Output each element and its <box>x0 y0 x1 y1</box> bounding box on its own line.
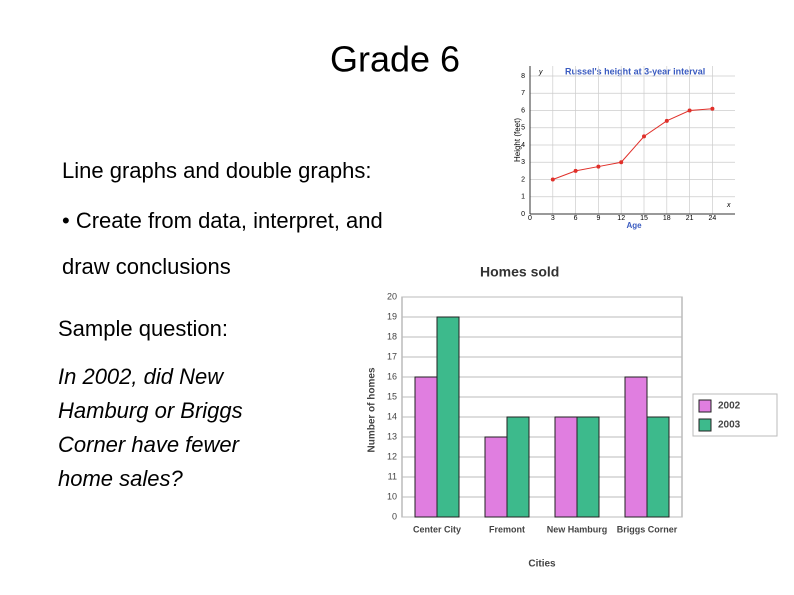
y-axis-label: Height (feet) <box>513 118 522 162</box>
y-tick-label: 12 <box>387 451 397 461</box>
y-tick-label: 20 <box>387 291 397 301</box>
legend-label: 2003 <box>718 420 741 431</box>
x-tick-label: 9 <box>596 215 600 222</box>
bar <box>576 416 600 518</box>
y-tick-label: 8 <box>521 73 525 80</box>
chart-title: Russel's height at 3-year interval <box>565 66 705 76</box>
data-point <box>664 118 669 123</box>
bar <box>624 376 648 518</box>
bar <box>436 316 460 518</box>
y-tick-label: 15 <box>387 391 397 401</box>
y-tick-label: 10 <box>387 491 397 501</box>
y-tick-label: 6 <box>521 107 525 114</box>
x-tick-label: 15 <box>640 215 648 222</box>
bar <box>484 436 508 518</box>
y-tick-label: 11 <box>388 471 397 481</box>
text-line: • Create from data, interpret, and <box>62 208 383 233</box>
y-tick-label: 16 <box>387 371 397 381</box>
x-tick-label: 24 <box>709 215 717 222</box>
data-point <box>550 177 555 182</box>
y-tick-label: 18 <box>387 331 397 341</box>
legend-swatch <box>698 399 712 413</box>
bar <box>506 416 530 518</box>
y-tick-label: 2 <box>521 176 525 183</box>
data-point <box>619 160 624 165</box>
data-point <box>573 168 578 173</box>
y-tick-label: 17 <box>387 351 397 361</box>
x-tick-label: 21 <box>686 215 694 222</box>
y-tick-label: 7 <box>521 90 525 97</box>
x-tick-label: Fremont <box>489 524 525 534</box>
x-tick-label: 12 <box>617 215 625 222</box>
legend-label: 2002 <box>718 401 741 412</box>
x-tick-label: Briggs Corner <box>617 524 678 534</box>
data-point <box>642 134 646 139</box>
y-tick-label: 5 <box>521 125 525 132</box>
y-axis-label: Number of homes <box>367 367 378 452</box>
x-tick-label: Center City <box>413 524 461 534</box>
y-tick-label: 1 <box>521 194 525 201</box>
y-tick-label: 14 <box>387 411 397 421</box>
x-axis-label: Age <box>626 221 642 230</box>
legend-swatch <box>698 418 712 432</box>
x-tick-label: 6 <box>574 215 578 222</box>
y-tick-label: 13 <box>387 431 397 441</box>
axis-symbol: y <box>538 69 543 76</box>
question-line: Hamburg or Briggs <box>58 398 243 423</box>
x-tick-label: 18 <box>663 215 671 222</box>
x-tick-label: 0 <box>528 215 532 222</box>
x-tick-label: New Hamburg <box>547 524 608 534</box>
data-point <box>710 106 715 111</box>
question-line: home sales? <box>58 466 184 491</box>
data-point <box>687 108 692 113</box>
data-line <box>552 108 713 180</box>
question-line: In 2002, did New <box>58 364 225 389</box>
bar <box>554 416 578 518</box>
x-tick-label: 3 <box>551 215 555 222</box>
y-tick-label: 0 <box>521 211 525 218</box>
x-axis-label: Cities <box>528 559 556 570</box>
y-tick-label: 4 <box>521 142 525 149</box>
axis-symbol: x <box>726 202 731 209</box>
text-line: draw conclusions <box>62 254 231 279</box>
bar <box>646 416 670 518</box>
y-tick-label: 19 <box>387 311 397 321</box>
bar <box>414 376 438 518</box>
sample-heading: Sample question: <box>58 316 228 341</box>
y-tick-label: 3 <box>521 159 525 166</box>
data-point <box>596 164 601 169</box>
y-tick-label: 0 <box>392 511 397 521</box>
slide-title: Grade 6 <box>330 39 460 80</box>
text-line: Line graphs and double graphs: <box>62 158 371 183</box>
chart-title: Homes sold <box>480 264 559 280</box>
question-line: Corner have fewer <box>58 432 241 457</box>
